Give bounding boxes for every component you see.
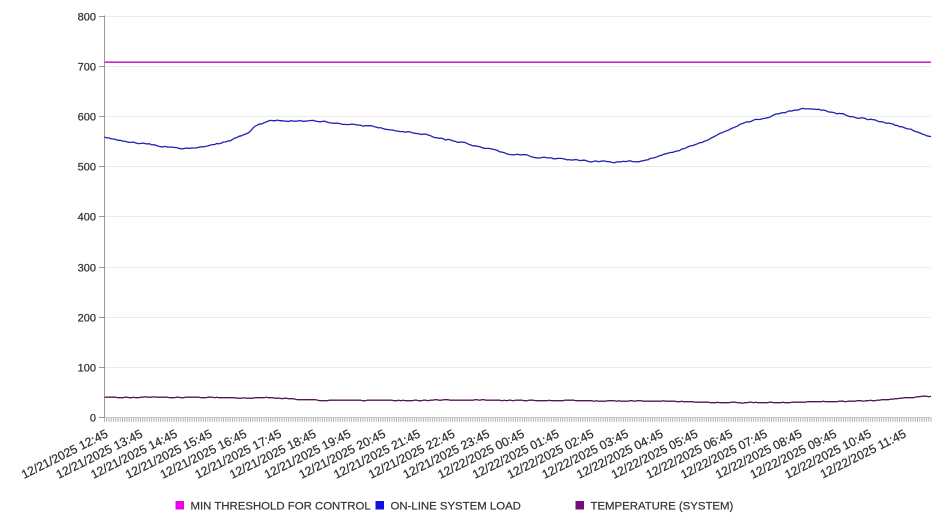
svg-text:ON-LINE SYSTEM LOAD: ON-LINE SYSTEM LOAD <box>391 501 521 513</box>
svg-text:100: 100 <box>78 363 96 375</box>
svg-text:300: 300 <box>78 263 96 275</box>
svg-text:TEMPERATURE (SYSTEM): TEMPERATURE (SYSTEM) <box>591 501 734 513</box>
svg-text:200: 200 <box>78 313 96 325</box>
svg-text:800: 800 <box>78 12 96 24</box>
svg-text:MIN THRESHOLD FOR CONTROL: MIN THRESHOLD FOR CONTROL <box>191 501 371 513</box>
svg-text:600: 600 <box>78 112 96 124</box>
svg-text:500: 500 <box>78 162 96 174</box>
svg-text:400: 400 <box>78 212 96 224</box>
svg-text:0: 0 <box>90 413 96 425</box>
svg-text:700: 700 <box>78 62 96 74</box>
